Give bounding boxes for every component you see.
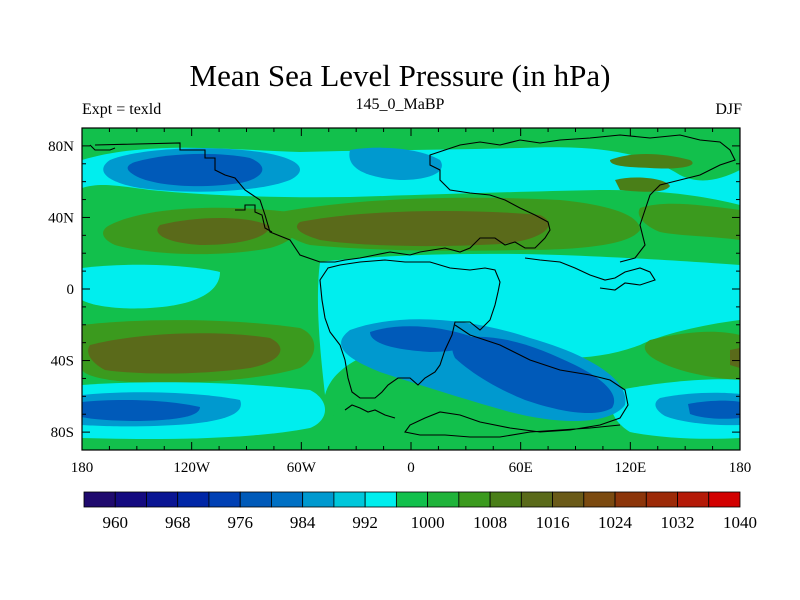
field-1012-west-pacific xyxy=(638,203,740,240)
x-tick-label: 120E xyxy=(614,460,646,476)
colorbar-box xyxy=(458,491,491,508)
colorbar-boxes xyxy=(83,491,741,508)
colorbar-label: 984 xyxy=(290,513,316,532)
colorbar-box xyxy=(364,491,397,508)
colorbar-box xyxy=(677,491,710,508)
coastlines xyxy=(89,134,736,438)
colorbar-label: 1000 xyxy=(411,513,445,532)
season-label: DJF xyxy=(715,101,742,118)
field-1020-pacific-high xyxy=(157,217,270,245)
colorbar-box xyxy=(271,491,304,508)
field-992-north-atlantic xyxy=(349,147,442,180)
colorbar-box xyxy=(708,491,741,508)
axis-ticks xyxy=(81,128,741,450)
colorbar-box xyxy=(83,491,116,508)
colorbar-box xyxy=(552,491,585,508)
colorbar-label: 1008 xyxy=(473,513,507,532)
field-1020-south-pacific xyxy=(88,333,281,374)
colorbar-box xyxy=(146,491,179,508)
y-tick-label: 0 xyxy=(67,282,75,298)
field-1000-east-pacific xyxy=(82,264,220,309)
x-tick-label: 0 xyxy=(407,460,415,476)
colorbar-box xyxy=(614,491,647,508)
colorbar-label: 1016 xyxy=(536,513,570,532)
colorbar-box xyxy=(239,491,272,508)
field-1016-siberia xyxy=(610,154,693,169)
colorbar-box xyxy=(333,491,366,508)
x-tick-label: 180 xyxy=(71,460,94,476)
colorbar-box xyxy=(302,491,335,508)
field-1000-tropics xyxy=(317,253,740,395)
colorbar-label: 960 xyxy=(102,513,128,532)
colorbar-box xyxy=(520,491,553,508)
colorbar-box xyxy=(395,491,429,508)
y-tick-label: 40S xyxy=(51,354,74,370)
x-tick-label: 120W xyxy=(173,460,211,476)
y-tick-label: 40N xyxy=(48,210,74,226)
colorbar-label: 1040 xyxy=(723,513,757,532)
axis-labels: 180 120W 60W 0 60E 120E 180 80N 40N 0 40S 80S xyxy=(48,139,751,476)
field-1020-atlantic-high xyxy=(296,210,549,247)
field-1012-east-pacific xyxy=(644,331,740,380)
colorbar-box xyxy=(427,491,460,508)
colorbar-label: 1032 xyxy=(661,513,695,532)
y-tick-label: 80S xyxy=(51,425,74,441)
field-980-gondwana-east xyxy=(452,336,615,414)
colorbar-label: 1024 xyxy=(598,513,633,532)
colorbar-box xyxy=(114,491,147,508)
field-980-south-indian xyxy=(688,400,740,419)
colorbar-box xyxy=(177,491,210,508)
time-label: 145_0_MaBP xyxy=(355,96,445,113)
colorbar-labels: 960 968 976 984 992 1000 1008 1016 1024 1032 1040 xyxy=(102,513,757,532)
x-tick-label: 60E xyxy=(509,460,533,476)
colorbar-label: 976 xyxy=(227,513,253,532)
colorbar-box xyxy=(208,491,241,508)
colorbar-box xyxy=(583,491,616,508)
colorbar-box xyxy=(645,491,678,508)
colorbar-box xyxy=(489,491,522,508)
field-1020-east-pacific xyxy=(730,348,740,368)
field-980-north-pacific xyxy=(127,153,263,187)
experiment-label: Expt = texld xyxy=(82,101,162,118)
x-tick-label: 180 xyxy=(729,460,752,476)
y-tick-label: 80N xyxy=(48,139,74,155)
chart-title: Mean Sea Level Pressure (in hPa) xyxy=(189,58,611,93)
x-tick-label: 60W xyxy=(287,460,317,476)
field-980-southern-ocean xyxy=(82,399,200,421)
colorbar-label: 992 xyxy=(352,513,378,532)
colorbar-label: 968 xyxy=(165,513,191,532)
